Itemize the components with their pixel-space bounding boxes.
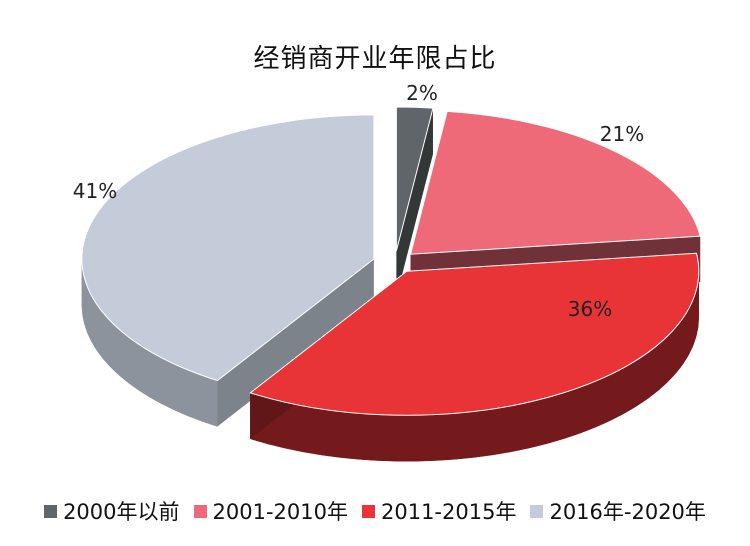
legend-item-2: 2011-2015年 [361,496,517,526]
legend: 2000年以前 2001-2010年 2011-2015年 2016年-2020年 [0,496,750,526]
pie-slice-1 [409,110,701,255]
pie-slice-3 [81,114,375,382]
legend-label: 2011-2015年 [380,500,517,524]
legend-label: 2016年-2020年 [549,500,706,524]
legend-label: 2001-2010年 [212,500,348,524]
data-label-1: 21% [600,122,644,146]
data-label-0: 2% [406,81,438,105]
data-label-3: 41% [73,179,117,203]
legend-swatch [530,504,544,518]
data-label-2: 36% [568,297,612,321]
data-labels: 2% 21% 36% 41% [73,81,644,321]
legend-item-3: 2016年-2020年 [530,496,706,526]
slice-cut-0-1 [396,108,433,298]
pie-slice-2 [249,252,700,416]
legend-item-0: 2000年以前 [44,496,180,526]
legend-swatch [44,504,58,518]
legend-swatch [361,504,375,518]
chart-title: 经销商开业年限占比 [253,44,497,74]
legend-swatch [193,504,207,518]
slice-cut-3-0 [217,258,374,427]
legend-label: 2000年以前 [63,500,180,524]
pie-tops [81,106,701,416]
pie-slice-0 [395,106,434,252]
legend-item-1: 2001-2010年 [193,496,348,526]
